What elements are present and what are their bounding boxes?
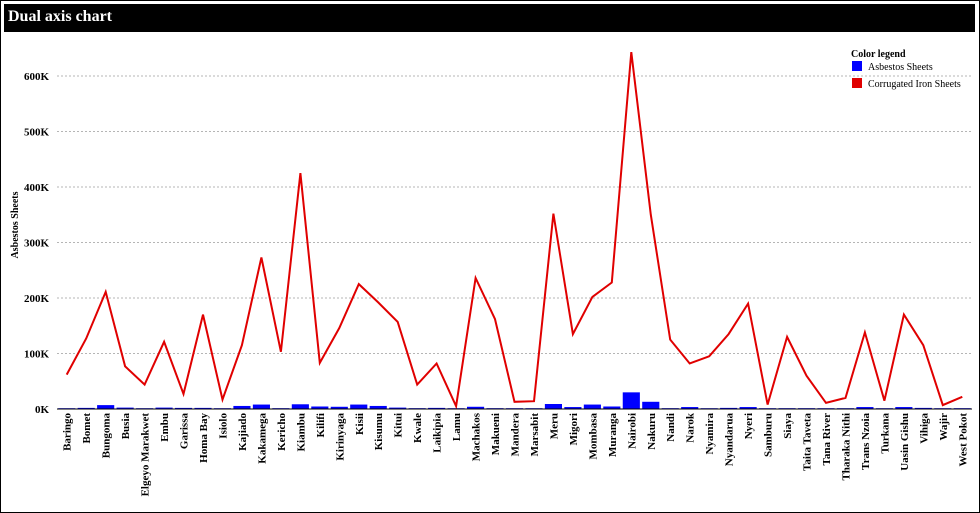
x-tick-label: Meru xyxy=(548,413,560,439)
x-tick-label: Tharaka Nithi xyxy=(841,413,853,481)
x-tick-label: Narok xyxy=(685,412,697,443)
legend-title: Color legend xyxy=(851,49,906,60)
x-tick-label: Kirinyaga xyxy=(334,413,346,461)
x-tick-label: Kajiado xyxy=(237,413,249,451)
bar-kakamega xyxy=(252,404,270,409)
y-axis-label: Asbestos Sheets xyxy=(10,191,21,258)
x-tick-label: Mombasa xyxy=(587,413,599,460)
x-tick-label: Nakuru xyxy=(646,413,658,450)
x-tick-label: Kisumu xyxy=(373,413,385,450)
x-tick-label: Kilifi xyxy=(315,413,327,437)
bar-bungoma xyxy=(97,405,115,409)
bar-trans-nzoia xyxy=(856,407,874,409)
x-tick-label: Nandi xyxy=(665,413,677,442)
y-tick-label: 0K xyxy=(35,404,50,416)
x-tick-label: Muranga xyxy=(607,413,619,458)
bar-kirinyaga xyxy=(330,406,348,409)
bar-homa-bay xyxy=(194,407,212,409)
x-tick-label: Homa Bay xyxy=(198,413,210,463)
bar-machakos xyxy=(466,406,485,409)
y-tick-label: 500K xyxy=(24,127,50,139)
x-tick-label: West Pokot xyxy=(957,413,969,467)
bar-nyeri xyxy=(739,407,757,409)
x-tick-label: Bungoma xyxy=(101,413,113,459)
x-tick-label: Kitui xyxy=(393,413,405,437)
chart-title: Dual axis chart xyxy=(8,8,112,25)
bar-embu xyxy=(155,407,173,409)
x-axis-ticks: Baringo Bomet Bungoma Busia Elgeyo Marakwet E… xyxy=(62,412,970,496)
x-tick-label: Samburu xyxy=(763,413,775,457)
x-tick-label: Taita Taveta xyxy=(802,413,814,471)
x-tick-label: Uasin Gishu xyxy=(899,413,911,471)
bar-busia xyxy=(116,407,134,409)
x-tick-label: Nyeri xyxy=(743,413,755,439)
x-tick-label: Marsabit xyxy=(529,413,541,457)
x-tick-label: Laikipia xyxy=(432,413,444,453)
x-tick-label: Trans Nzoia xyxy=(860,413,872,470)
x-tick-label: Isiolo xyxy=(218,413,230,439)
y-axis-ticks: 0K 100K 200K 300K 400K 500K 600K xyxy=(24,71,50,416)
bar-migori xyxy=(564,407,582,409)
y-tick-label: 600K xyxy=(24,71,50,83)
x-tick-label: Vihiga xyxy=(918,413,930,444)
x-tick-label: Mandera xyxy=(510,413,522,457)
bar-mombasa xyxy=(583,404,601,409)
x-tick-label: Kisii xyxy=(354,413,366,435)
bar-nakuru xyxy=(642,401,660,409)
bar-kisii xyxy=(350,404,368,409)
x-tick-label: Lamu xyxy=(451,413,463,441)
bar-bomet xyxy=(77,407,95,409)
bar-kilifi xyxy=(311,406,329,409)
y-tick-label: 400K xyxy=(24,182,50,194)
x-tick-label: Elgeyo Marakwet xyxy=(140,413,152,497)
legend-swatch-asbestos xyxy=(852,61,862,71)
bar-kisumu xyxy=(369,405,387,409)
x-tick-label: Embu xyxy=(159,413,171,442)
y-tick-label: 100K xyxy=(24,349,50,361)
x-tick-label: Garissa xyxy=(179,413,191,450)
bar-kajiado xyxy=(233,405,251,409)
y-tick-label: 200K xyxy=(24,293,50,305)
x-tick-label: Nairobi xyxy=(626,413,638,449)
x-tick-label: Baringo xyxy=(62,413,74,451)
bar-kitui xyxy=(389,407,407,409)
legend-label-corrugated: Corrugated Iron Sheets xyxy=(868,79,961,90)
x-tick-label: Busia xyxy=(120,413,132,440)
x-tick-label: Migori xyxy=(568,413,580,445)
x-tick-label: Turkana xyxy=(879,413,891,454)
gridlines xyxy=(57,75,972,354)
corrugated-iron-line xyxy=(65,51,963,410)
x-tick-label: Tana River xyxy=(821,413,833,466)
x-tick-label: Siaya xyxy=(782,413,794,439)
x-tick-label: Makueni xyxy=(490,413,502,455)
x-tick-label: Nyandarua xyxy=(724,413,736,467)
bar-nyandarua xyxy=(720,407,738,409)
bar-kiambu xyxy=(291,404,309,409)
title-bar: Dual axis chart xyxy=(4,4,975,32)
bar-laikipia xyxy=(428,407,446,409)
bar-meru xyxy=(544,404,563,409)
bar-nairobi xyxy=(622,392,640,409)
color-legend: Color legend Asbestos Sheets Corrugated … xyxy=(851,49,961,90)
x-tick-label: Machakos xyxy=(471,412,483,461)
bar-narok xyxy=(681,407,699,409)
x-tick-label: Kericho xyxy=(276,413,288,451)
x-tick-label: Kiambu xyxy=(295,413,307,452)
bar-vihiga xyxy=(914,407,932,409)
x-tick-label: Nyamira xyxy=(704,413,716,455)
y-tick-label: 300K xyxy=(24,238,50,250)
x-tick-label: Kwale xyxy=(412,413,424,443)
x-tick-label: Wajir xyxy=(938,413,950,441)
legend-swatch-corrugated xyxy=(852,78,862,88)
x-tick-label: Bomet xyxy=(81,413,93,444)
bar-garissa xyxy=(174,407,193,409)
bar-uasin-gishu xyxy=(895,407,913,409)
x-tick-label: Kakamega xyxy=(256,413,268,464)
legend-label-asbestos: Asbestos Sheets xyxy=(868,62,933,73)
bar-muranga xyxy=(603,406,621,409)
